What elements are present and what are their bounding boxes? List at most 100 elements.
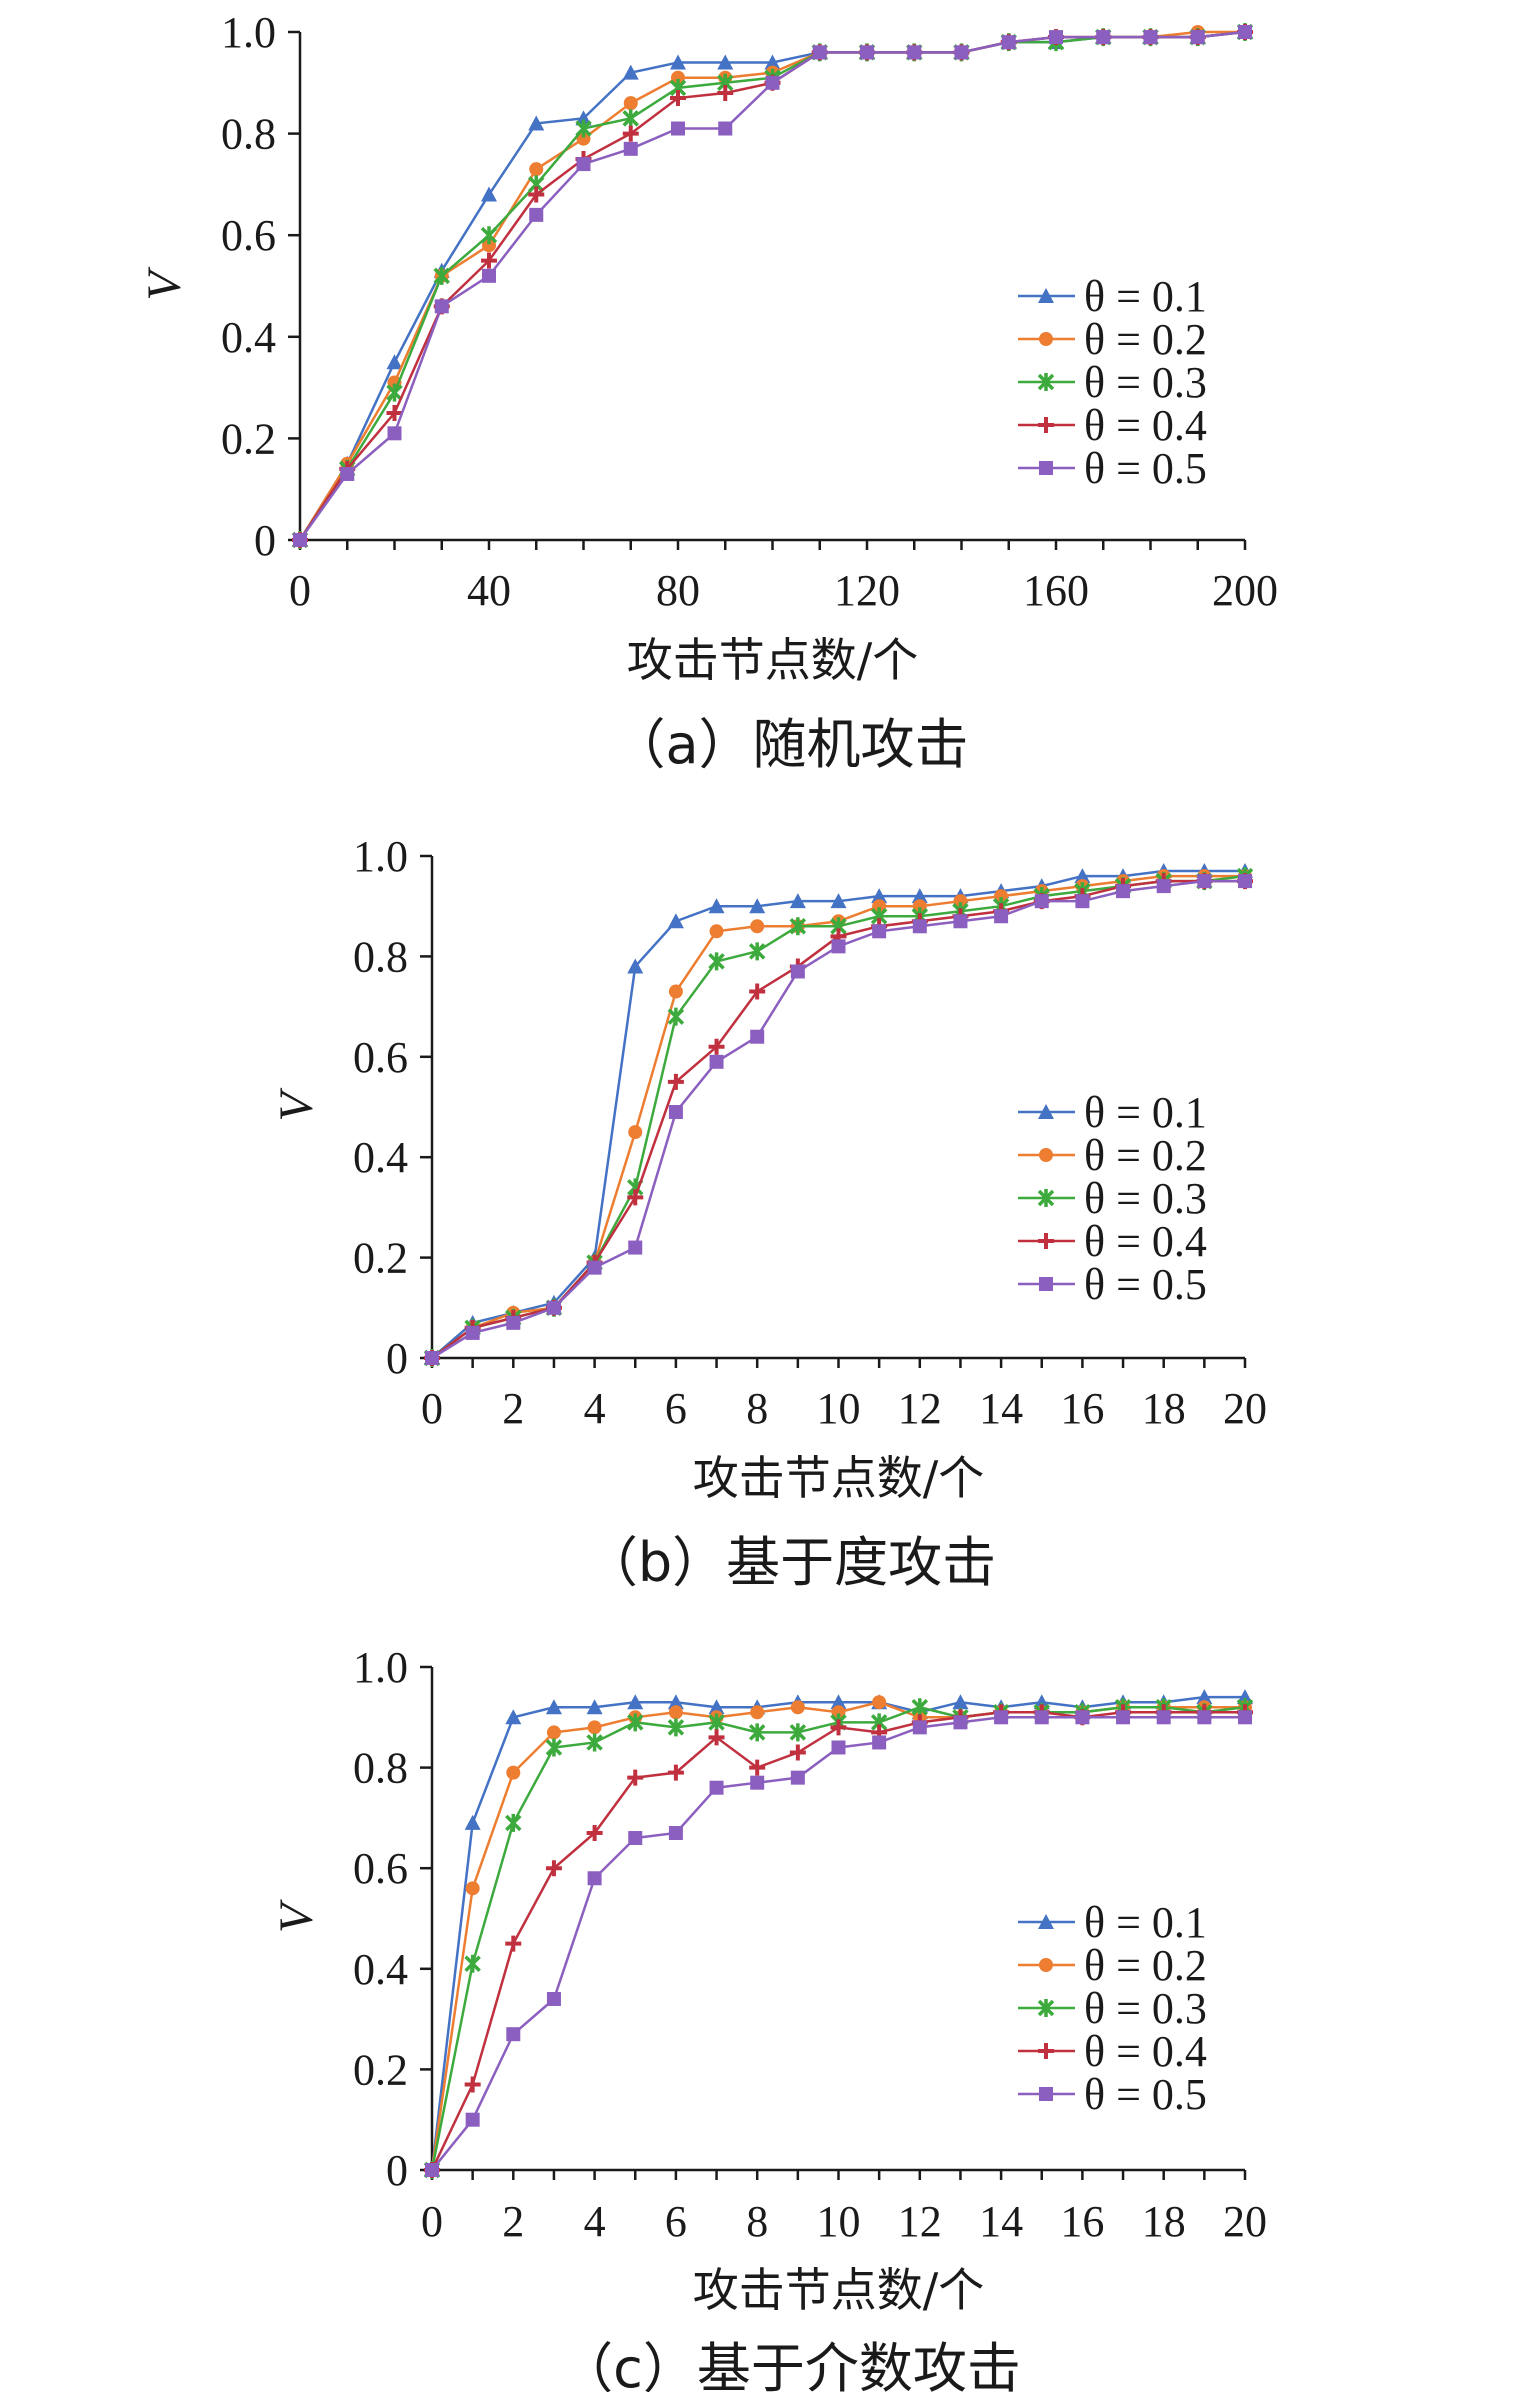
data-point xyxy=(750,1775,765,1790)
data-point xyxy=(708,1729,725,1746)
y-tick-label: 1.0 xyxy=(353,832,408,881)
legend: θ = 0.1θ = 0.2θ = 0.3θ = 0.4θ = 0.5 xyxy=(1018,1898,1207,2119)
data-point xyxy=(708,952,725,971)
data-point xyxy=(1075,1710,1090,1725)
data-point xyxy=(464,1814,481,1830)
legend-item: θ = 0.1 xyxy=(1018,1898,1207,1947)
data-point xyxy=(505,1813,522,1832)
data-point xyxy=(545,1860,562,1877)
x-tick-label: 10 xyxy=(817,2197,861,2246)
series-5 xyxy=(425,874,1252,1365)
data-point xyxy=(482,238,496,253)
data-point xyxy=(627,1713,644,1732)
legend-item: θ = 0.4 xyxy=(1018,1217,1207,1266)
data-point xyxy=(465,2112,480,2127)
data-point xyxy=(506,1315,521,1330)
data-point xyxy=(546,1991,561,2006)
data-point xyxy=(528,115,545,131)
legend-item: θ = 0.5 xyxy=(1018,1260,1207,1309)
data-point xyxy=(953,894,968,909)
x-tick-label: 10 xyxy=(817,1384,861,1433)
data-point xyxy=(587,1720,602,1735)
data-point xyxy=(1034,1710,1049,1725)
y-tick-label: 0.2 xyxy=(221,414,276,463)
legend: θ = 0.1θ = 0.2θ = 0.3θ = 0.4θ = 0.5 xyxy=(1018,1088,1207,1309)
series-5 xyxy=(293,25,1252,547)
data-point xyxy=(708,1713,725,1732)
data-point xyxy=(576,157,591,172)
data-point xyxy=(954,45,969,60)
data-point xyxy=(831,939,846,954)
data-point xyxy=(667,1764,684,1781)
data-point xyxy=(1156,879,1171,894)
data-point xyxy=(387,426,402,441)
legend-marker xyxy=(1037,1999,1055,2017)
data-point xyxy=(425,1351,439,1365)
data-point xyxy=(628,1240,643,1255)
legend-marker xyxy=(1039,2087,1053,2101)
data-point xyxy=(386,405,403,421)
data-point xyxy=(789,893,806,909)
chart-panel-2: 0 0.2 0.4 0.6 0.8 1.0 0 2 4 6 8 10 12 14 16 18 20 V 攻击节点数/… xyxy=(270,832,1267,1594)
legend-marker xyxy=(1039,1277,1053,1291)
data-point xyxy=(994,1710,1009,1725)
data-point xyxy=(1197,1710,1212,1725)
data-point xyxy=(575,119,592,138)
x-tick-label: 16 xyxy=(1060,1384,1104,1433)
data-point xyxy=(708,898,725,914)
data-point xyxy=(628,1831,643,1846)
data-point xyxy=(749,983,766,1000)
x-tick-label: 2 xyxy=(502,1384,524,1433)
legend-item: θ = 0.4 xyxy=(1018,401,1207,450)
legend-item: θ = 0.2 xyxy=(1018,1941,1207,1990)
data-point xyxy=(529,162,544,177)
data-point xyxy=(872,1695,887,1710)
legend-label: θ = 0.1 xyxy=(1084,1898,1207,1947)
data-point xyxy=(912,1720,927,1735)
y-tick-label: 1.0 xyxy=(353,1643,408,1692)
data-point xyxy=(481,252,497,269)
y-tick-label: 0.4 xyxy=(353,1133,408,1182)
legend-label: θ = 0.5 xyxy=(1084,1260,1207,1309)
legend-item: θ = 0.5 xyxy=(1018,2070,1207,2119)
data-point xyxy=(482,268,496,283)
data-point xyxy=(587,1260,602,1275)
legend-label: θ = 0.2 xyxy=(1084,1131,1207,1180)
legend-label: θ = 0.3 xyxy=(1084,358,1207,407)
x-tick-label: 20 xyxy=(1223,2197,1267,2246)
data-point xyxy=(789,917,807,936)
data-point xyxy=(831,1740,846,1755)
data-point xyxy=(953,914,968,929)
x-tick-label: 14 xyxy=(979,1384,1023,1433)
data-point xyxy=(748,1723,766,1742)
y-tick-label: 0 xyxy=(386,2146,408,2195)
x-axis-label: 攻击节点数/个 xyxy=(627,633,919,687)
data-point xyxy=(1116,1710,1131,1725)
legend-label: θ = 0.4 xyxy=(1084,2027,1207,2076)
data-point xyxy=(812,45,827,60)
data-point xyxy=(434,299,449,314)
legend-item: θ = 0.3 xyxy=(1018,358,1207,407)
legend-label: θ = 0.4 xyxy=(1084,401,1207,450)
y-tick-label: 0.8 xyxy=(221,110,276,159)
legend-marker xyxy=(1039,332,1053,346)
data-point xyxy=(1238,1710,1252,1725)
x-tick-label: 20 xyxy=(1223,1384,1267,1433)
data-point xyxy=(1001,35,1016,50)
data-point xyxy=(911,888,928,904)
data-point xyxy=(1238,25,1252,39)
data-point xyxy=(667,1718,685,1737)
data-point xyxy=(1156,1710,1171,1725)
x-tick-label: 4 xyxy=(584,1384,606,1433)
legend-label: θ = 0.5 xyxy=(1084,444,1207,493)
data-point xyxy=(764,54,781,70)
data-point xyxy=(749,898,766,914)
data-point xyxy=(709,924,724,939)
data-point xyxy=(433,266,450,285)
data-point xyxy=(994,889,1009,904)
data-point xyxy=(1238,874,1252,889)
legend-label: θ = 0.1 xyxy=(1084,1088,1207,1137)
x-tick-label: 0 xyxy=(289,566,311,615)
legend-marker xyxy=(1037,373,1055,391)
